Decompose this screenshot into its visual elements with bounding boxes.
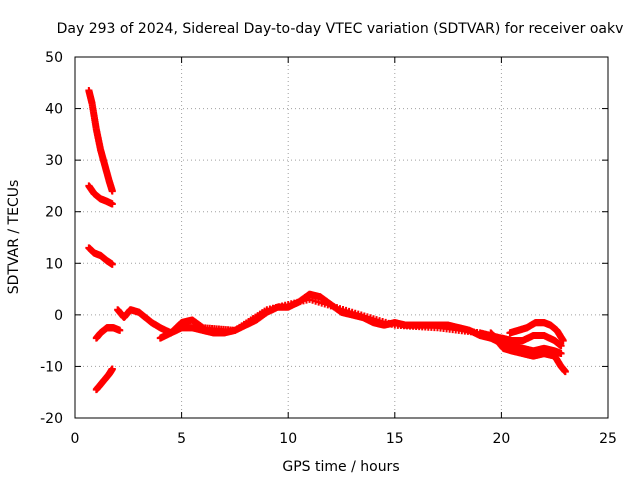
- plot-frame: [74, 56, 609, 419]
- y-tick-label: 50: [45, 50, 63, 66]
- data-point: [108, 187, 116, 195]
- x-tick-label: 25: [599, 431, 617, 447]
- data-point: [561, 368, 569, 376]
- x-tick-label: 15: [386, 431, 404, 447]
- x-axis-title: GPS time / hours: [282, 459, 399, 475]
- series-pass-early-neg: [92, 324, 124, 342]
- data-point: [559, 337, 567, 345]
- y-tick-label: 20: [45, 205, 63, 221]
- y-tick-label: 40: [45, 102, 63, 118]
- y-tick-label: 0: [54, 308, 63, 324]
- series-pass-early-deep: [92, 365, 116, 394]
- y-tick-label: 30: [45, 153, 63, 169]
- series-main-track-b: [156, 295, 565, 350]
- grid: [75, 57, 608, 418]
- x-tick-label: 0: [71, 431, 80, 447]
- data-point: [108, 200, 116, 208]
- x-tick-label: 5: [177, 431, 186, 447]
- x-tick-label: 20: [492, 431, 510, 447]
- series-late-arc-top: [506, 319, 567, 345]
- data-point: [116, 326, 124, 334]
- y-tick-label: -20: [40, 411, 63, 427]
- data-point: [108, 260, 116, 268]
- data-point: [108, 365, 116, 373]
- data-point: [557, 350, 565, 358]
- data-points: [85, 87, 569, 394]
- x-tick-label: 10: [279, 431, 297, 447]
- y-axis-title: SDTVAR / TECUs: [6, 180, 22, 295]
- chart-title: Day 293 of 2024, Sidereal Day-to-day VTE…: [57, 21, 624, 37]
- series-pass-early-high: [85, 87, 116, 195]
- y-tick-label: 10: [45, 256, 63, 272]
- series-late-tail: [487, 329, 569, 376]
- series-pass-early-mid: [85, 182, 116, 208]
- data-point: [557, 342, 565, 350]
- axes: 0 5 10 15 20 25 -20 -10 0 10 20 30 40 50: [40, 50, 617, 447]
- y-tick-label: -10: [40, 359, 63, 375]
- series-pass-early-low: [85, 244, 116, 268]
